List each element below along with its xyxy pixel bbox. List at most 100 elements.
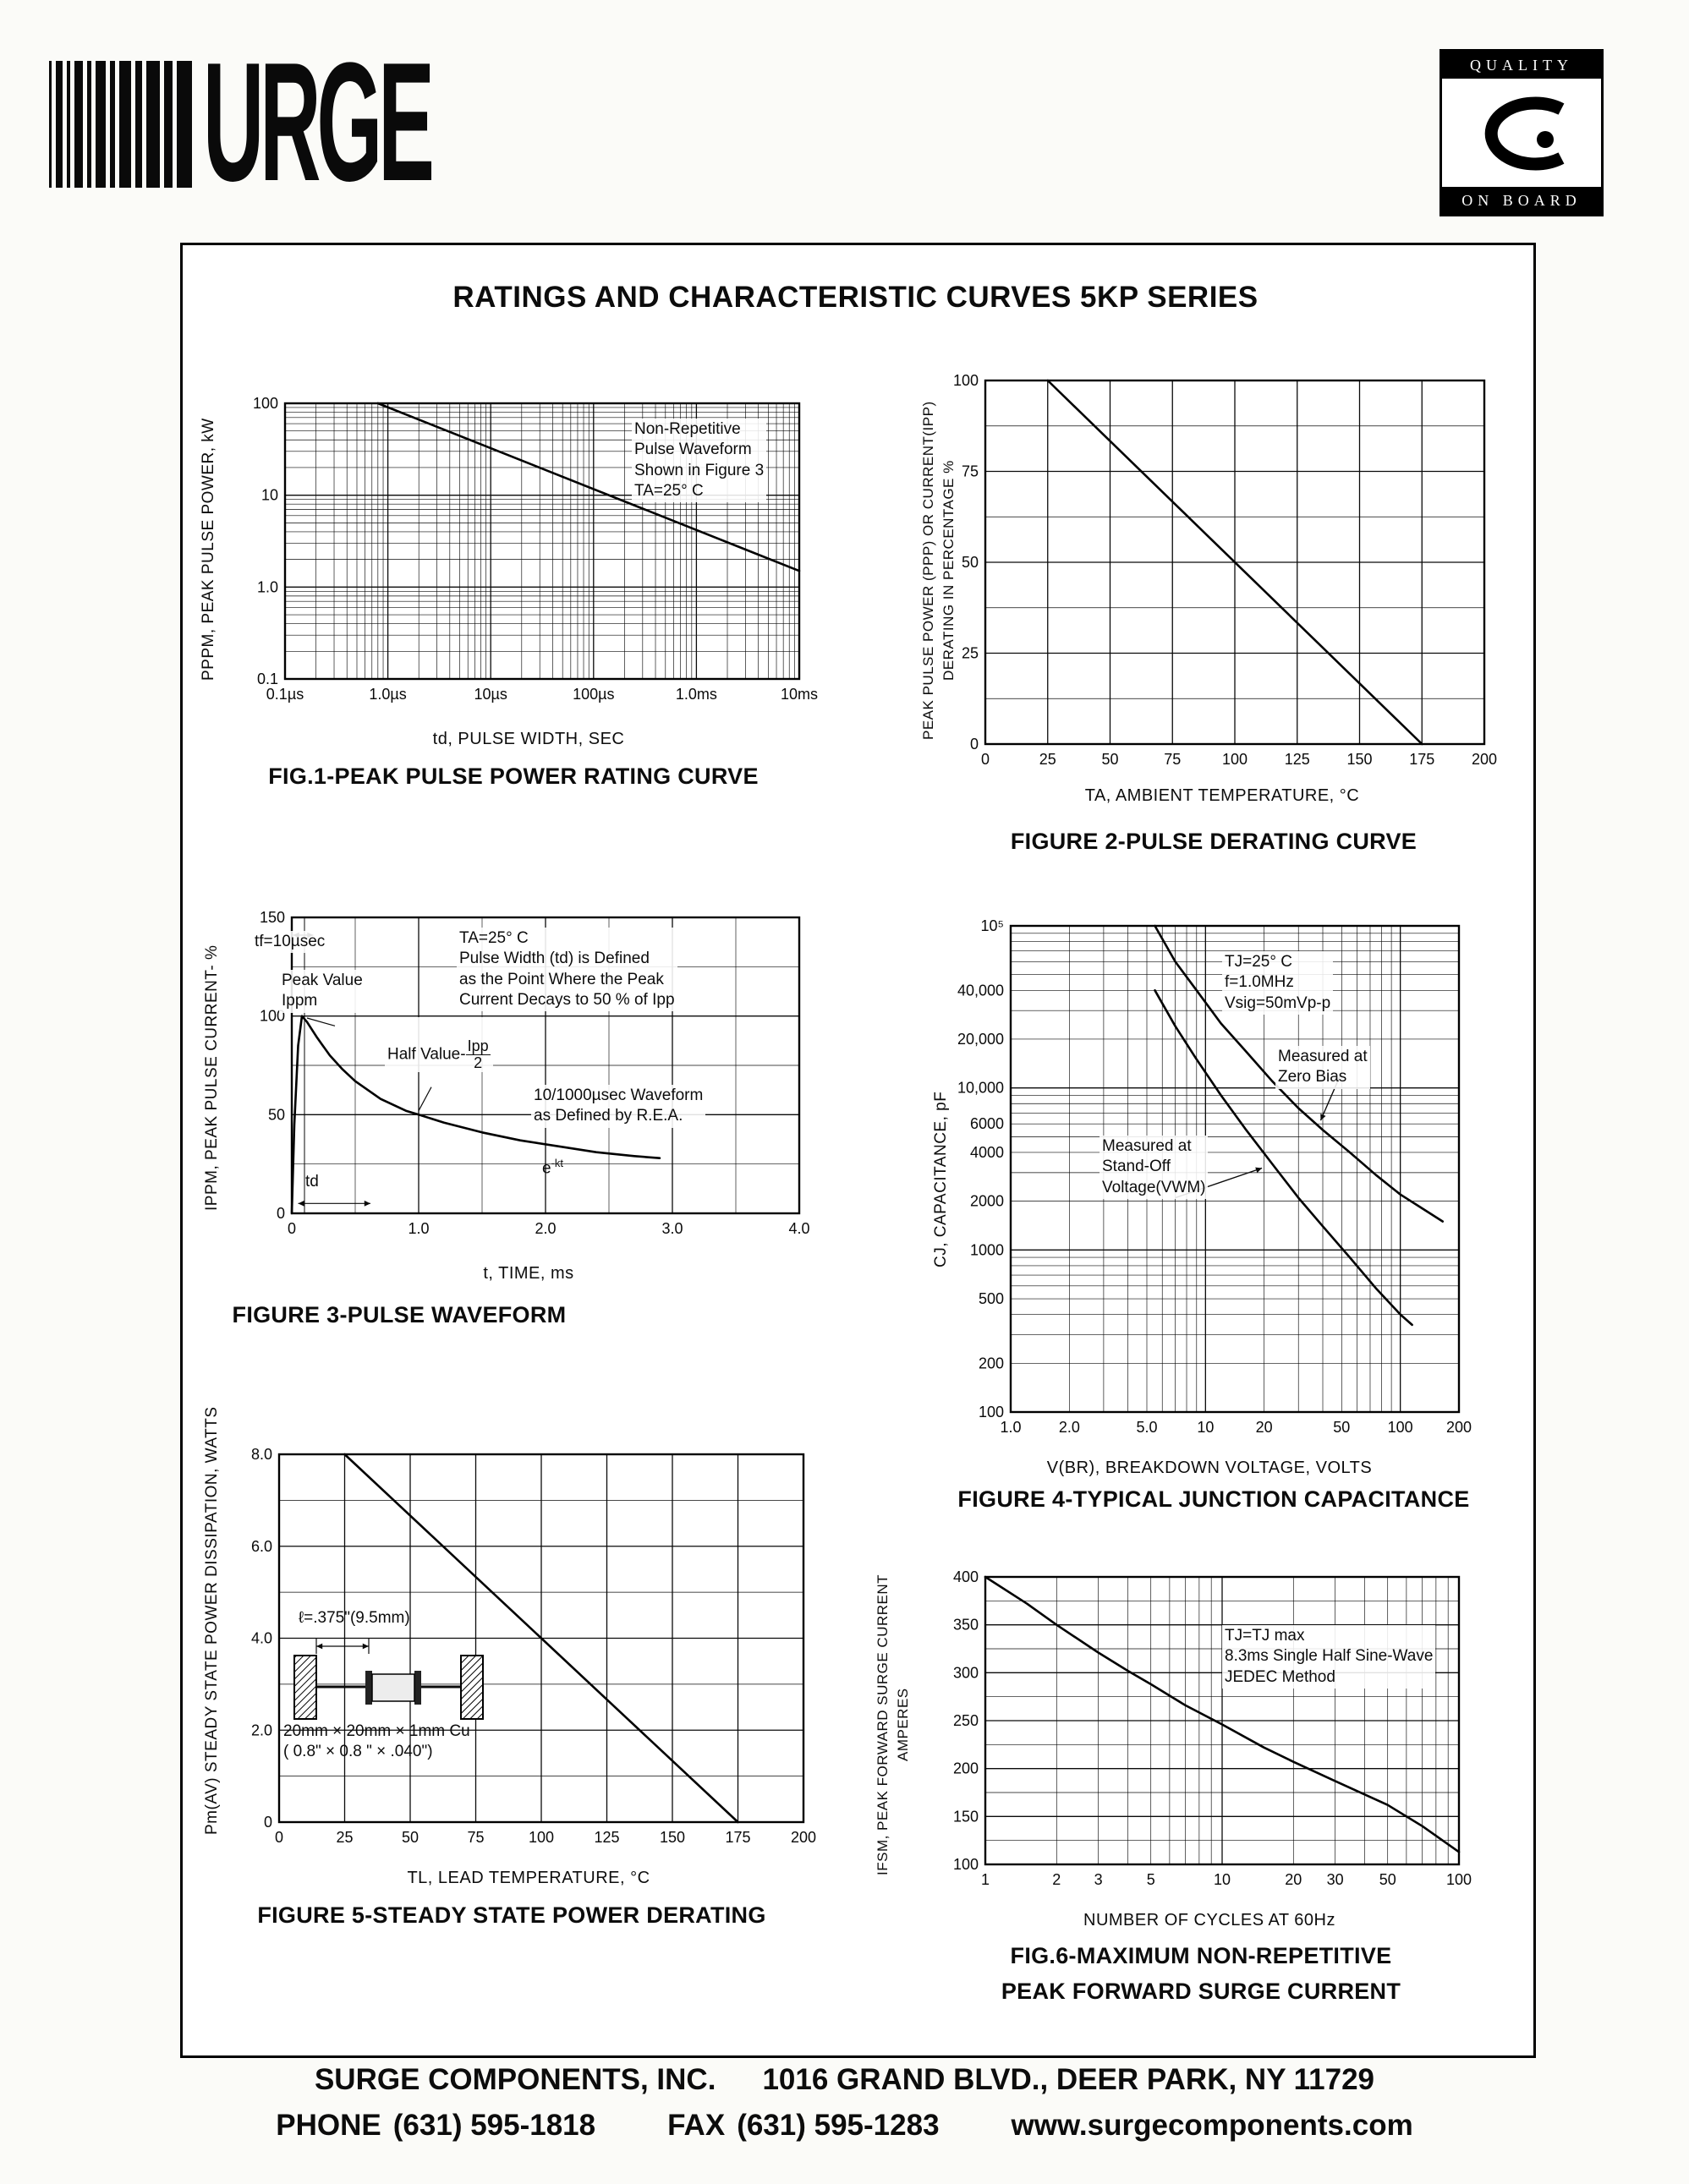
svg-text:25: 25: [1039, 751, 1056, 768]
svg-text:6.0: 6.0: [251, 1538, 272, 1555]
fig1-peak-pulse-power-chart: PPPM, PEAK PULSE POWER, kW 0.1µs 1.0µs 10µ…: [195, 376, 854, 803]
svg-text:0: 0: [981, 751, 990, 768]
svg-text:75: 75: [962, 463, 979, 480]
svg-text:400: 400: [953, 1568, 979, 1585]
fig3-x-axis-label: t, TIME, ms: [483, 1264, 574, 1283]
fig6-y-axis-label-line1: IFSM, PEAK FORWARD SURGE CURRENT: [875, 1574, 891, 1876]
fig2-x-axis-label: TA, AMBIENT TEMPERATURE, °C: [1084, 786, 1360, 805]
fig4-conditions-annotation: TJ=25° C f=1.0MHz Vsig=50mVp-p: [1222, 951, 1334, 1015]
svg-text:1000: 1000: [970, 1241, 1004, 1258]
svg-text:200: 200: [953, 1760, 979, 1777]
svg-text:200: 200: [1472, 751, 1497, 768]
surge-logo-barcode: [49, 61, 192, 188]
quality-label: QUALITY: [1442, 52, 1601, 79]
svg-text:100: 100: [979, 1404, 1004, 1420]
surge-logo-text: URGE: [203, 28, 435, 216]
svg-text:10: 10: [1214, 1871, 1231, 1888]
fig3-peak-value-annotation: Peak Value Ippm: [279, 970, 365, 1013]
footer-street-address: 1016 GRAND BLVD., DEER PARK, NY 11729: [762, 2063, 1375, 2096]
svg-text:20: 20: [1285, 1871, 1302, 1888]
svg-text:175: 175: [725, 1829, 750, 1846]
fig4-standoff-annotation: Measured at Stand-Off Voltage(VWM): [1099, 1136, 1209, 1199]
svg-text:100: 100: [1388, 1419, 1413, 1436]
svg-text:100: 100: [529, 1829, 554, 1846]
svg-text:10⁵: 10⁵: [981, 917, 1004, 934]
svg-text:6000: 6000: [970, 1115, 1004, 1132]
svg-text:10: 10: [1197, 1419, 1214, 1436]
fig1-y-axis-label: PPPM, PEAK PULSE POWER, kW: [200, 418, 217, 681]
fig2-caption: FIGURE 2-PULSE DERATING CURVE: [1010, 829, 1418, 854]
fig3-half-value-annotation: Half Value- Ipp 2: [385, 1017, 493, 1073]
fig3-td-annotation: td: [305, 1173, 319, 1191]
svg-text:30: 30: [1327, 1871, 1344, 1888]
fig3-half-value-denominator: 2: [474, 1054, 483, 1072]
fig6-caption-line2: PEAK FORWARD SURGE CURRENT: [1001, 1979, 1401, 2004]
footer-phone: PHONE (631) 595-1818: [276, 2109, 595, 2143]
fig3-caption: FIGURE 3-PULSE WAVEFORM: [232, 1302, 567, 1327]
svg-text:40,000: 40,000: [957, 982, 1004, 999]
svg-text:8.0: 8.0: [251, 1446, 272, 1463]
svg-text:1: 1: [981, 1871, 990, 1888]
svg-text:100µs: 100µs: [573, 686, 614, 703]
fig2-pulse-derating-chart: PEAK PULSE POWER (PPP) OR CURRENT(IPP) D…: [880, 364, 1548, 871]
svg-text:0: 0: [275, 1829, 283, 1846]
svg-text:1.0µs: 1.0µs: [369, 686, 406, 703]
svg-text:5: 5: [1147, 1871, 1155, 1888]
svg-text:1.0: 1.0: [257, 578, 278, 595]
footer-contact-line: PHONE (631) 595-1818 FAX (631) 595-1283 …: [0, 2109, 1689, 2143]
fig4-caption: FIGURE 4-TYPICAL JUNCTION CAPACITANCE: [957, 1486, 1470, 1512]
fig6-y-axis-label-line2: AMPERES: [895, 1688, 911, 1762]
svg-text:125: 125: [1285, 751, 1310, 768]
svg-text:250: 250: [953, 1712, 979, 1729]
svg-text:10: 10: [261, 487, 278, 504]
fig5-caption: FIGURE 5-STEADY STATE POWER DERATING: [257, 1902, 766, 1928]
svg-text:20: 20: [1256, 1419, 1273, 1436]
svg-text:50: 50: [402, 1829, 419, 1846]
svg-text:0: 0: [288, 1220, 296, 1237]
fig3-pulse-waveform-chart: IPPM, PEAK PULSE CURRENT- % 0 1.0 2.0 3.0 4.…: [195, 892, 854, 1340]
fig6-x-axis-label: NUMBER OF CYCLES AT 60Hz: [1083, 1911, 1335, 1929]
svg-text:3.0: 3.0: [661, 1220, 683, 1237]
svg-text:350: 350: [953, 1617, 979, 1634]
svg-text:200: 200: [1446, 1419, 1472, 1436]
fig6-surge-current-chart: IFSM, PEAK FORWARD SURGE CURRENT AMPERES…: [863, 1547, 1539, 2038]
svg-text:125: 125: [594, 1829, 619, 1846]
svg-text:3: 3: [1094, 1871, 1103, 1888]
fig1-caption: FIG.1-PEAK PULSE POWER RATING CURVE: [268, 764, 759, 789]
svg-text:0: 0: [264, 1814, 272, 1831]
fig3-half-value-numerator: Ipp: [465, 1037, 491, 1056]
svg-text:25: 25: [336, 1829, 353, 1846]
svg-text:100: 100: [953, 372, 979, 389]
svg-text:2.0: 2.0: [1059, 1419, 1080, 1436]
fig3-ekt-base: e: [542, 1159, 551, 1178]
svg-text:25: 25: [962, 645, 979, 662]
svg-text:0: 0: [277, 1205, 285, 1222]
footer-address-line: SURGE COMPONENTS, INC. 1016 GRAND BLVD.,…: [0, 2063, 1689, 2097]
footer-fax-number: (631) 595-1283: [737, 2109, 940, 2142]
fig6-plot: 1 2 3 5 10 20 30 50 100 100 150 200 250 300 350 400: [953, 1568, 1472, 1888]
footer-fax: FAX (631) 595-1283: [667, 2109, 939, 2143]
fig4-x-axis-label: V(BR), BREAKDOWN VOLTAGE, VOLTS: [1046, 1459, 1373, 1477]
footer-company: SURGE COMPONENTS, INC.: [314, 2063, 716, 2096]
svg-text:50: 50: [268, 1106, 285, 1123]
fig5-lead-length-annotation: ℓ=.375"(9.5mm): [299, 1609, 410, 1627]
svg-text:150: 150: [953, 1808, 979, 1825]
ratings-panel-border: [180, 243, 1536, 2058]
svg-text:10µs: 10µs: [474, 686, 507, 703]
svg-text:2.0: 2.0: [251, 1721, 272, 1738]
fig4-junction-capacitance-chart: CJ, CAPACITANCE, pF 1.0 2.0 5.0 10 20 50 100 20…: [880, 892, 1548, 1526]
fig1-conditions-annotation: Non-Repetitive Pulse Waveform Shown in F…: [632, 419, 767, 503]
fig3-ekt-annotation: e-kt: [540, 1136, 566, 1180]
quality-on-board-logo: QUALITY ON BOARD: [1439, 49, 1604, 216]
svg-text:10ms: 10ms: [781, 686, 818, 703]
svg-text:2.0: 2.0: [535, 1220, 556, 1237]
fig3-half-value-prefix: Half Value-: [387, 1045, 466, 1064]
footer-phone-label: PHONE: [276, 2109, 381, 2142]
svg-text:300: 300: [953, 1664, 979, 1681]
svg-text:100: 100: [260, 1008, 285, 1025]
fig6-caption-line1: FIG.6-MAXIMUM NON-REPETITIVE: [1010, 1943, 1392, 1968]
svg-text:2: 2: [1052, 1871, 1061, 1888]
svg-text:100: 100: [1446, 1871, 1472, 1888]
svg-text:100: 100: [1222, 751, 1248, 768]
fig5-y-axis-label: Pm(AV) STEADY STATE POWER DISSIPATION, W…: [203, 1406, 221, 1835]
